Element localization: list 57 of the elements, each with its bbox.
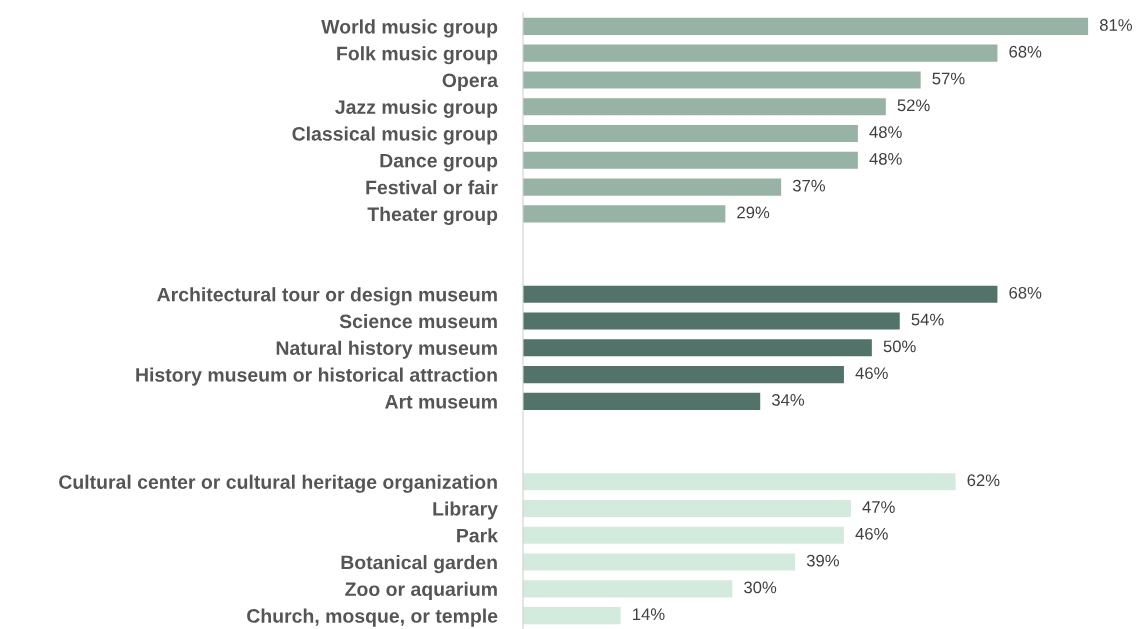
data-label: 68% <box>1009 286 1042 299</box>
y-tick-label: Cultural center or cultural heritage organization <box>59 474 497 493</box>
bar <box>523 205 726 223</box>
data-label: 14% <box>633 608 665 621</box>
data-label: 46% <box>855 527 888 540</box>
bar <box>523 71 921 89</box>
bar <box>523 580 733 598</box>
data-label: 30% <box>744 581 777 594</box>
y-tick-label: Botanical garden <box>341 555 497 574</box>
data-label: 50% <box>883 340 916 353</box>
bar <box>523 339 872 357</box>
y-tick-label: Art museum <box>385 395 497 409</box>
data-label: 46% <box>855 367 888 380</box>
y-tick-label: Park <box>457 528 499 543</box>
data-label: 54% <box>911 313 944 326</box>
y-tick-label: Zoo or aquarium <box>345 581 497 600</box>
bar <box>523 44 998 62</box>
y-tick-label: Jazz music group <box>335 99 498 118</box>
bar <box>523 607 621 625</box>
bar <box>523 473 956 491</box>
bar <box>523 365 844 384</box>
y-tick-label: History museum or historical attraction <box>136 367 497 386</box>
bar <box>523 312 900 330</box>
bar <box>523 499 851 518</box>
y-tick-label: Architectural tour or design museum <box>157 287 497 306</box>
y-tick-label: Library <box>433 501 498 520</box>
bar <box>523 553 796 571</box>
y-tick-label: Science museum <box>339 313 497 329</box>
data-label: 57% <box>932 72 965 85</box>
bar <box>523 392 761 410</box>
y-tick-label: Classical music group <box>292 126 498 145</box>
y-tick-label: World music group <box>321 19 498 38</box>
y-tick-label: Folk music group <box>337 46 498 65</box>
data-label: 62% <box>967 474 1000 487</box>
bar <box>523 17 1089 35</box>
bar <box>523 178 782 196</box>
data-label: 37% <box>792 179 826 192</box>
y-tick-label: Natural history museum <box>276 340 497 359</box>
data-label: 52% <box>897 99 930 112</box>
bar <box>523 151 858 169</box>
bar <box>523 124 858 143</box>
data-label: 47% <box>862 501 895 513</box>
bar <box>523 285 998 303</box>
data-label: 81% <box>1099 19 1133 31</box>
data-label: 39% <box>806 554 839 567</box>
data-label: 29% <box>737 206 770 219</box>
bar <box>523 98 886 116</box>
data-label: 68% <box>1009 45 1042 58</box>
data-label: 48% <box>869 126 902 138</box>
y-tick-label: Festival or fair <box>366 180 498 195</box>
data-label: 48% <box>869 152 902 165</box>
y-tick-label: Opera <box>442 73 499 92</box>
bar <box>523 526 844 544</box>
y-tick-label: Dance group <box>380 153 498 172</box>
y-tick-label: Theater group <box>367 206 498 226</box>
y-tick-label: Church, mosque, or temple <box>247 608 498 627</box>
data-label: 34% <box>771 394 805 406</box>
